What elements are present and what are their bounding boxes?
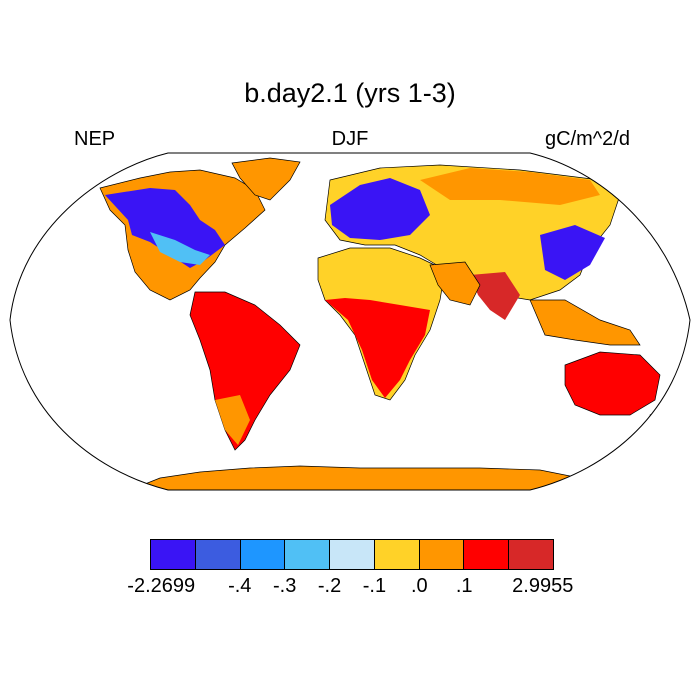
colorbar-box (374, 540, 420, 569)
map-boundary (9, 152, 691, 491)
north-america-light-band (150, 232, 210, 265)
new-zealand-region (649, 404, 669, 426)
colorbar-tick-label: .1 (455, 575, 473, 597)
colorbar-tick-label: 2.9955 (512, 575, 574, 597)
east-asia-negative-region (540, 225, 605, 280)
colorbar-box (195, 540, 241, 569)
colorbar-box (419, 540, 465, 569)
variable-label: NEP (74, 128, 116, 150)
colorbar-tick-label: -.1 (362, 575, 387, 597)
africa-red-belt (325, 298, 430, 398)
greenland-region (231, 157, 301, 201)
plot-title: b.day2.1 (yrs 1-3) (244, 78, 456, 108)
colorbar-tick-label: .0 (410, 575, 428, 597)
australia-region (564, 351, 661, 416)
south-asia-red-region (470, 272, 520, 320)
colorbar-tick-label: -2.2699 (127, 575, 196, 597)
antarctica-region (129, 465, 602, 490)
siberia-orange-band (420, 168, 600, 205)
season-label: DJF (331, 128, 369, 150)
south-america-region (189, 291, 301, 451)
arabia-region (429, 261, 481, 306)
colorbar-box (240, 540, 286, 569)
southeast-asia-region (529, 299, 641, 346)
colorbar-box (464, 540, 510, 569)
units-label: gC/m^2/d (545, 128, 630, 150)
europe-negative-region (330, 178, 430, 240)
south-america-orange-patch (215, 395, 250, 445)
north-america-negative-band (105, 188, 225, 268)
colorbar-box (509, 540, 554, 569)
land-regions (99, 157, 669, 490)
colorbar-box (151, 540, 196, 569)
colorbar-tick-label: -.2 (317, 575, 342, 597)
colorbar-tick-label: -.4 (228, 575, 252, 597)
colorbar-box (330, 540, 375, 569)
colorbar (150, 539, 554, 570)
colorbar-box (285, 540, 331, 569)
colorbar-tick-label: -.3 (272, 575, 297, 597)
